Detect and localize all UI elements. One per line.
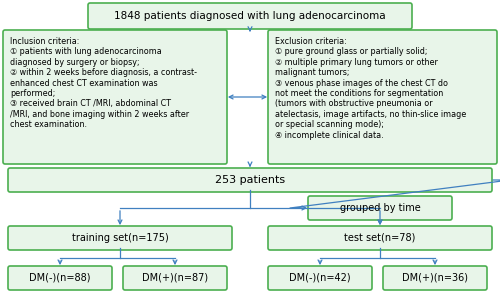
Text: 253 patients: 253 patients: [215, 175, 285, 185]
Text: Exclusion criteria:
① pure ground glass or partially solid;
② multiple primary l: Exclusion criteria: ① pure ground glass …: [275, 37, 466, 140]
FancyBboxPatch shape: [268, 266, 372, 290]
Text: grouped by time: grouped by time: [340, 203, 420, 213]
FancyBboxPatch shape: [268, 226, 492, 250]
Text: Inclusion criteria:
① patients with lung adenocarcinoma
diagnosed by surgery or : Inclusion criteria: ① patients with lung…: [10, 37, 197, 129]
FancyBboxPatch shape: [8, 266, 112, 290]
FancyBboxPatch shape: [8, 168, 492, 192]
Text: DM(-)(n=42): DM(-)(n=42): [289, 273, 351, 283]
Text: DM(+)(n=87): DM(+)(n=87): [142, 273, 208, 283]
Text: test set(n=78): test set(n=78): [344, 233, 416, 243]
FancyBboxPatch shape: [3, 30, 227, 164]
Text: 1848 patients diagnosed with lung adenocarcinoma: 1848 patients diagnosed with lung adenoc…: [114, 11, 386, 21]
Text: DM(-)(n=88): DM(-)(n=88): [29, 273, 91, 283]
FancyBboxPatch shape: [383, 266, 487, 290]
FancyBboxPatch shape: [308, 196, 452, 220]
FancyBboxPatch shape: [123, 266, 227, 290]
Text: DM(+)(n=36): DM(+)(n=36): [402, 273, 468, 283]
FancyBboxPatch shape: [8, 226, 232, 250]
Text: training set(n=175): training set(n=175): [72, 233, 168, 243]
FancyBboxPatch shape: [88, 3, 412, 29]
FancyBboxPatch shape: [268, 30, 497, 164]
